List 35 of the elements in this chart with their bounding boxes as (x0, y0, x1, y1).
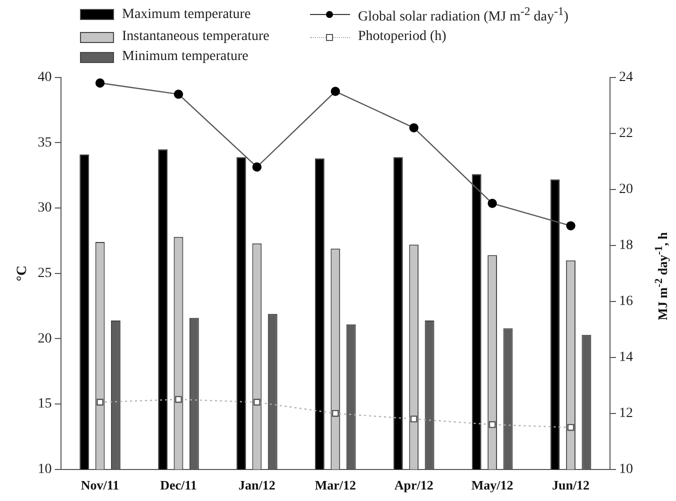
legend-label: Minimum temperature (122, 49, 248, 66)
y-tick-label: 25 (38, 266, 52, 282)
point (95, 78, 105, 88)
x-tick-label: Jun/12 (552, 478, 590, 493)
y-tick-label: 35 (38, 135, 52, 150)
y-tick-label: 10 (38, 462, 52, 478)
y2-tick-label: 22 (619, 126, 633, 142)
y2-tick-label: 10 (619, 462, 633, 478)
y2-tick-label: 16 (619, 294, 633, 310)
y-tick-label: 20 (38, 331, 52, 346)
x-tick-label: Nov/11 (80, 478, 120, 493)
point (174, 90, 184, 99)
x-tick-label: Apr/12 (394, 478, 434, 493)
point (252, 162, 262, 172)
y-tick-label: 15 (38, 396, 52, 412)
x-tick-label: Jan/12 (238, 478, 276, 493)
point (330, 86, 340, 96)
y2-tick-label: 20 (619, 182, 633, 198)
y2-tick-label: 14 (619, 350, 633, 366)
y2-tick-label: 24 (619, 70, 633, 86)
legend-label: Photoperiod (h) (358, 29, 446, 46)
x-tick-label: May/12 (471, 478, 514, 493)
legend-label: Instantaneous temperature (122, 29, 270, 46)
x-tick-label: Dec/11 (160, 478, 197, 493)
point (409, 123, 418, 132)
y-axis-title: °C (15, 266, 30, 282)
legend-label: Global solar radiation (MJ m$^{-2}$ day$^{-1}$) (358, 4, 568, 26)
x-tick-label: Mar/12 (314, 478, 356, 493)
y2-tick-label: 18 (619, 238, 633, 254)
point (488, 198, 497, 208)
legend-label: Maximum temperature (122, 6, 251, 23)
y2-tick-label: 12 (619, 406, 633, 422)
point (566, 221, 576, 230)
y-tick-label: 40 (38, 70, 52, 86)
y-tick-label: 30 (38, 200, 52, 216)
